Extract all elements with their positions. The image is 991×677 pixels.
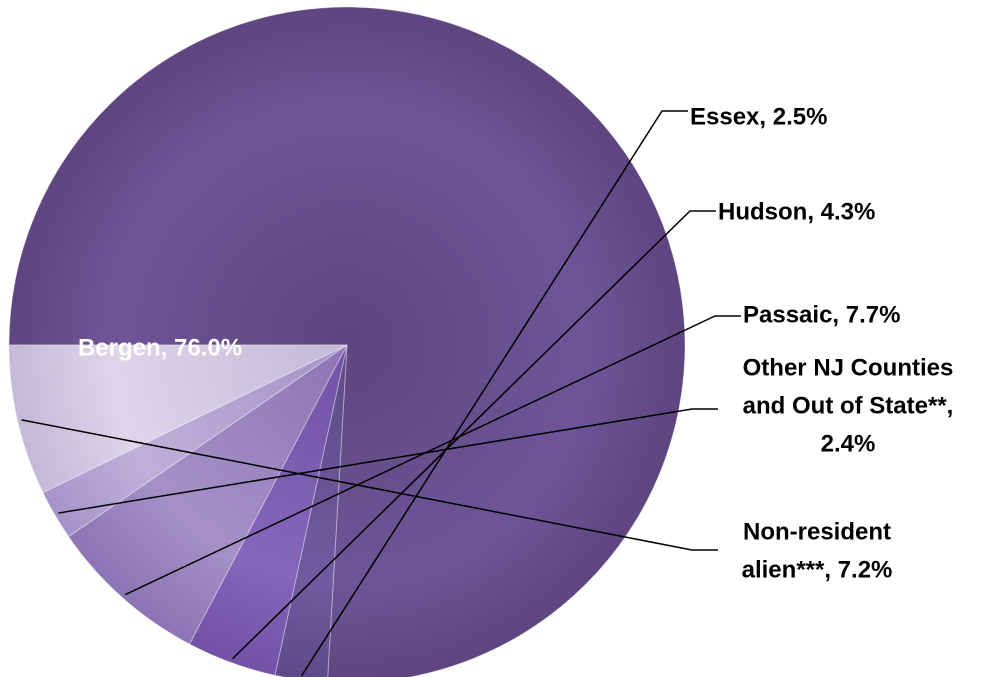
pie-slice-non-resident-alien <box>8 344 348 494</box>
leader-lines <box>21 110 741 677</box>
slice-label-line: Other NJ Counties <box>743 354 954 381</box>
slice-label-hudson: Hudson, 4.3% <box>718 198 875 225</box>
leader-line-other-nj-counties-and-out-of-state <box>58 408 718 514</box>
slice-label-other-nj-counties-and-out-of-state: Other NJ Counties and Out of State**, 2.4% <box>743 354 954 457</box>
pie-slice-other-nj-counties-and-out-of-state <box>42 344 348 538</box>
leader-line-hudson <box>231 210 716 660</box>
slice-label-line: Non-resident <box>743 518 891 545</box>
slice-label-line: alien***, 7.2% <box>742 556 893 583</box>
slice-label-line: 2.4% <box>821 430 876 457</box>
slice-label-essex: Essex, 2.5% <box>690 103 827 130</box>
pie-slice-passaic <box>67 344 348 645</box>
leader-line-passaic <box>124 315 741 596</box>
slice-labels: Bergen, 76.0% Essex, 2.5% Hudson, 4.3% Pass… <box>78 103 953 583</box>
leader-line-essex <box>300 110 688 677</box>
pie-slice-essex <box>274 344 348 677</box>
slice-label-non-resident-alien: Non-resident alien***, 7.2% <box>742 518 893 583</box>
slice-label-line: Essex, 2.5% <box>690 103 827 130</box>
slice-label-line: Hudson, 4.3% <box>718 198 875 225</box>
slice-label-line: Passaic, 7.7% <box>743 301 900 328</box>
slice-label-line: and Out of State**, <box>743 392 954 419</box>
pie-slices <box>8 6 686 677</box>
slice-label-passaic: Passaic, 7.7% <box>743 301 900 328</box>
slice-label-bergen: Bergen, 76.0% <box>78 334 242 361</box>
leader-line-non-resident-alien <box>21 419 718 551</box>
pie-slice-bergen <box>8 6 686 677</box>
pie-slice-hudson <box>188 344 348 676</box>
